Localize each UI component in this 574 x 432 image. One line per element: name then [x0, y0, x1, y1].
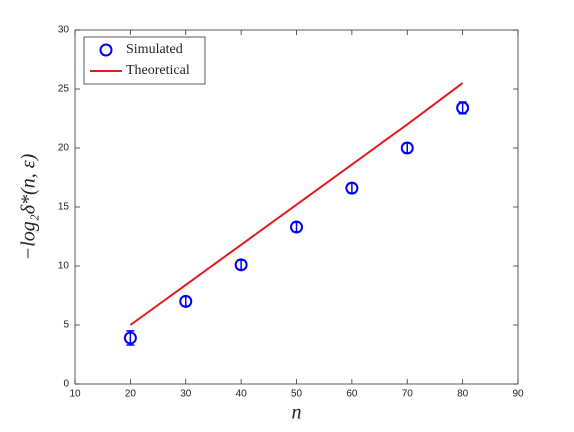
marker [234, 258, 248, 272]
y-tick-label: 15 [58, 202, 70, 213]
legend-label: Simulated [126, 42, 183, 57]
x-tick-label: 90 [512, 389, 524, 400]
x-tick-label: 80 [457, 389, 469, 400]
x-tick-label: 70 [402, 389, 414, 400]
x-tick-label: 30 [180, 389, 192, 400]
y-axis-label: −log₂δ*(n, ε) [18, 153, 40, 260]
y-tick-label: 0 [63, 379, 69, 390]
marker [345, 181, 359, 195]
marker [179, 294, 193, 308]
x-tick-label: 50 [291, 389, 303, 400]
y-tick-label: 25 [58, 84, 70, 95]
x-tick-label: 60 [346, 389, 358, 400]
y-tick-label: 20 [58, 143, 70, 154]
marker [123, 331, 137, 345]
theory-line [129, 82, 464, 326]
marker [456, 101, 470, 115]
y-tick-label: 30 [58, 25, 70, 36]
legend-marker [99, 43, 113, 57]
marker [290, 220, 303, 234]
marker [400, 141, 414, 155]
x-tick-label: 40 [236, 389, 248, 400]
y-tick-label: 10 [58, 261, 70, 272]
x-tick-label: 10 [69, 389, 81, 400]
y-tick-label: 5 [63, 320, 69, 331]
x-tick-label: 20 [125, 389, 137, 400]
x-axis-label: n [292, 402, 302, 424]
legend-label: Theoretical [126, 63, 190, 78]
